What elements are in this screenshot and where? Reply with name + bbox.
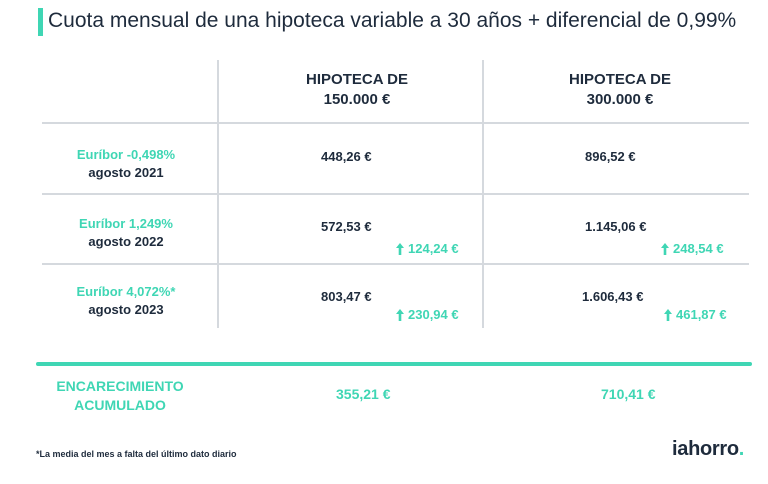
total-label-line: ENCARECIMIENTO: [56, 378, 184, 394]
footnote: *La media del mes a falta del último dat…: [36, 449, 237, 459]
monthly-payment: 1.606,43 €: [582, 289, 644, 304]
column-header-line: HIPOTECA DE: [569, 71, 671, 88]
increase-amount: 248,54 €: [673, 241, 724, 256]
arrow-up-icon: [664, 308, 672, 321]
period-date: agosto 2023: [88, 302, 164, 317]
logo-text: iahorro: [672, 438, 739, 460]
total-increase: 355,21 €: [336, 386, 391, 402]
monthly-payment: 1.145,06 €: [585, 219, 647, 234]
monthly-payment: 803,47 €: [321, 289, 372, 304]
payment-increase: 248,54 €: [660, 241, 724, 256]
total-increase: 710,41 €: [601, 386, 656, 402]
row-label-2023: Euríbor 4,072%* agosto 2023: [36, 283, 216, 319]
title-accent-bar: [38, 8, 43, 36]
column-header-line: HIPOTECA DE: [306, 71, 408, 88]
increase-amount: 230,94 €: [408, 307, 459, 322]
row-label-2022: Euríbor 1,249% agosto 2022: [36, 215, 216, 251]
brand-logo: iahorro.: [672, 438, 744, 461]
column-header-150000: HIPOTECA DE 150.000 €: [237, 70, 477, 110]
euribor-rate: Euríbor 4,072%*: [76, 284, 176, 299]
payment-increase: 461,87 €: [663, 307, 727, 322]
logo-dot: .: [738, 438, 745, 460]
euribor-rate: Euríbor 1,249%: [79, 216, 173, 231]
arrow-up-icon: [661, 242, 669, 255]
page-title: Cuota mensual de una hipoteca variable a…: [48, 9, 737, 32]
row-label-2021: Euríbor -0,498% agosto 2021: [36, 146, 216, 182]
monthly-payment: 896,52 €: [585, 149, 636, 164]
monthly-payment: 448,26 €: [321, 149, 372, 164]
arrow-up-icon: [396, 308, 404, 321]
payment-increase: 230,94 €: [395, 307, 459, 322]
column-header-300000: HIPOTECA DE 300.000 €: [500, 70, 740, 110]
monthly-payment: 572,53 €: [321, 219, 372, 234]
euribor-rate: Euríbor -0,498%: [76, 147, 176, 162]
grid-divider: [42, 263, 749, 265]
column-header-line: 300.000 €: [586, 91, 654, 108]
increase-amount: 461,87 €: [676, 307, 727, 322]
payment-increase: 124,24 €: [395, 241, 459, 256]
increase-amount: 124,24 €: [408, 241, 459, 256]
grid-divider: [42, 193, 749, 195]
period-date: agosto 2021: [88, 165, 164, 180]
total-label: ENCARECIMIENTO ACUMULADO: [40, 377, 200, 415]
total-divider: [36, 362, 752, 366]
period-date: agosto 2022: [88, 234, 164, 249]
grid-divider: [42, 122, 749, 124]
column-header-line: 150.000 €: [323, 91, 391, 108]
total-label-line: ACUMULADO: [74, 397, 166, 413]
arrow-up-icon: [396, 242, 404, 255]
